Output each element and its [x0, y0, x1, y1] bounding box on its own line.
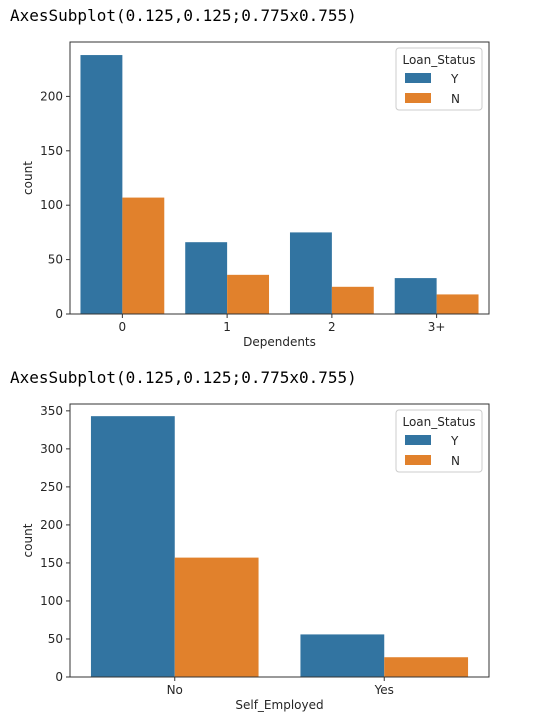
bar-Y-No: [90, 416, 175, 677]
y-tick-label: 150: [40, 144, 63, 158]
legend-swatch-Y: [405, 73, 431, 83]
plot-frame: [69, 41, 490, 315]
legend-swatch-N: [405, 455, 431, 465]
output-repr-2: AxesSubplot(0.125,0.125;0.775x0.755): [10, 368, 357, 387]
output-repr-1: AxesSubplot(0.125,0.125;0.775x0.755): [10, 6, 357, 25]
bar-Y-1: [185, 242, 228, 314]
x-tick-label: Yes: [374, 683, 394, 697]
legend-title: Loan_Status: [402, 53, 475, 67]
legend-swatch-N: [405, 93, 431, 103]
plot-frame: [69, 403, 490, 678]
y-tick-label: 150: [40, 556, 63, 570]
bar-N-Yes: [384, 657, 469, 677]
x-tick-label: No: [167, 683, 183, 697]
legend-label-N: N: [451, 92, 460, 106]
bar-Y-0: [80, 55, 123, 314]
x-axis-label: Dependents: [243, 335, 316, 349]
bar-Y-2: [289, 232, 332, 314]
y-axis-label: count: [21, 161, 35, 195]
legend-label-Y: Y: [450, 72, 459, 86]
legend-swatch-Y: [405, 435, 431, 445]
y-tick-label: 350: [40, 404, 63, 418]
bar-N-2: [331, 286, 374, 314]
bar-N-0: [122, 197, 165, 314]
x-tick-label: 2: [328, 320, 336, 334]
bar-Y-3+: [394, 278, 437, 314]
legend-label-N: N: [451, 454, 460, 468]
x-tick-label: 1: [223, 320, 231, 334]
y-tick-label: 250: [40, 480, 63, 494]
x-tick-label: 0: [119, 320, 127, 334]
y-tick-label: 200: [40, 89, 63, 103]
bar-chart-dependents: 0 50 100 150 200 0 1 2 3+ Dependents count Loan_Sta…: [21, 41, 490, 349]
y-tick-label: 100: [40, 198, 63, 212]
bar-N-1: [227, 274, 270, 314]
y-axis-label: count: [21, 523, 35, 557]
y-tick-label: 0: [55, 307, 63, 321]
y-tick-label: 200: [40, 518, 63, 532]
legend-label-Y: Y: [450, 434, 459, 448]
y-tick-label: 0: [55, 670, 63, 684]
y-tick-label: 300: [40, 442, 63, 456]
bar-N-No: [174, 557, 259, 677]
y-tick-label: 50: [48, 253, 63, 267]
legend-title: Loan_Status: [402, 415, 475, 429]
y-tick-label: 50: [48, 632, 63, 646]
bar-N-3+: [436, 294, 479, 314]
x-axis-label: Self_Employed: [235, 698, 323, 712]
bar-chart-self-employed: 0 50 100 150 200 250 300 350 No Yes Self_Employed c…: [21, 403, 490, 712]
bar-Y-Yes: [300, 634, 385, 677]
x-tick-label: 3+: [428, 320, 446, 334]
y-tick-label: 100: [40, 594, 63, 608]
